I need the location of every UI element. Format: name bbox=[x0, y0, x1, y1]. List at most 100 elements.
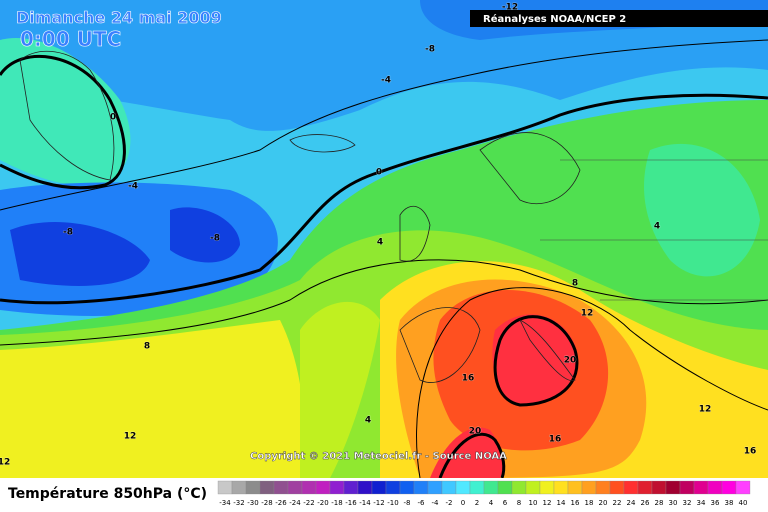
legend-swatch bbox=[525, 480, 541, 495]
contour-label: 12 bbox=[581, 309, 594, 319]
legend-swatch bbox=[245, 480, 261, 495]
legend-swatch bbox=[413, 480, 429, 495]
legend-swatch bbox=[511, 480, 527, 495]
legend-level: 30 bbox=[669, 499, 678, 507]
legend-swatch bbox=[595, 480, 611, 495]
contour-label: -4 bbox=[381, 76, 391, 86]
contour-label: 4 bbox=[377, 238, 383, 248]
legend-level: 16 bbox=[571, 499, 580, 507]
contours bbox=[0, 39, 768, 479]
legend-swatch bbox=[315, 480, 331, 495]
legend-swatch bbox=[371, 480, 387, 495]
contour-label: 16 bbox=[549, 435, 562, 445]
legend-level: 36 bbox=[711, 499, 720, 507]
contour-label: 0 bbox=[110, 113, 116, 123]
legend-swatch bbox=[651, 480, 667, 495]
legend-swatch bbox=[679, 480, 695, 495]
legend-level: 8 bbox=[517, 499, 521, 507]
legend-level: 0 bbox=[461, 499, 465, 507]
legend-level: 32 bbox=[683, 499, 692, 507]
legend-title: Température 850hPa (°C) bbox=[8, 486, 207, 502]
contour-label: 0 bbox=[376, 168, 382, 178]
legend-swatch bbox=[497, 480, 513, 495]
legend-swatch bbox=[385, 480, 401, 495]
legend-swatch bbox=[581, 480, 597, 495]
legend-level: -10 bbox=[387, 499, 398, 507]
legend-level: -22 bbox=[303, 499, 314, 507]
legend-swatch bbox=[735, 480, 751, 495]
legend-swatch bbox=[539, 480, 555, 495]
legend-level: 12 bbox=[543, 499, 552, 507]
legend-level: 20 bbox=[599, 499, 608, 507]
contour-label: 16 bbox=[462, 374, 475, 384]
legend-level: -12 bbox=[373, 499, 384, 507]
legend-level: -20 bbox=[317, 499, 328, 507]
temperature-field bbox=[0, 0, 768, 478]
contour-label: 8 bbox=[572, 279, 578, 289]
contour-label: 20 bbox=[564, 356, 577, 366]
contour-label: 4 bbox=[654, 222, 660, 232]
contour-label: -8 bbox=[210, 234, 220, 244]
legend-level: 10 bbox=[529, 499, 538, 507]
legend-level: -18 bbox=[331, 499, 342, 507]
contour-label: -8 bbox=[425, 45, 435, 55]
legend-level: -24 bbox=[289, 499, 301, 507]
legend-level: -8 bbox=[404, 499, 411, 507]
legend-swatch bbox=[399, 480, 415, 495]
legend-swatch bbox=[217, 480, 233, 495]
legend-swatch bbox=[455, 480, 471, 495]
legend-swatch bbox=[469, 480, 485, 495]
legend-swatch bbox=[343, 480, 359, 495]
map-title: Dimanche 24 mai 2009 bbox=[16, 8, 222, 27]
legend-swatch bbox=[665, 480, 681, 495]
legend-swatch bbox=[707, 480, 723, 495]
legend-swatch bbox=[357, 480, 373, 495]
legend-level: 40 bbox=[739, 499, 748, 507]
contour-label: -12 bbox=[502, 3, 518, 13]
legend-swatch bbox=[231, 480, 247, 495]
legend-level: -34 bbox=[219, 499, 231, 507]
legend-level: 28 bbox=[655, 499, 664, 507]
legend-level: -32 bbox=[233, 499, 244, 507]
legend-swatch bbox=[623, 480, 639, 495]
legend-level: -16 bbox=[345, 499, 357, 507]
legend-level: -6 bbox=[418, 499, 426, 507]
contour-label: -8 bbox=[63, 228, 73, 238]
contour-label: 12 bbox=[124, 432, 137, 442]
legend-level: -2 bbox=[446, 499, 453, 507]
legend-swatch bbox=[259, 480, 275, 495]
legend-level: 6 bbox=[503, 499, 508, 507]
contour-label: 16 bbox=[744, 447, 757, 457]
legend-level: -26 bbox=[275, 499, 287, 507]
legend-swatch bbox=[427, 480, 443, 495]
legend-swatch bbox=[483, 480, 499, 495]
contour-label: 20 bbox=[469, 427, 482, 437]
map-time: 0:00 UTC bbox=[20, 27, 121, 51]
legend-level: -14 bbox=[359, 499, 371, 507]
legend-swatch bbox=[329, 480, 345, 495]
legend-level: 24 bbox=[627, 499, 636, 507]
legend-level: 18 bbox=[585, 499, 594, 507]
contour-label: 8 bbox=[144, 342, 150, 352]
legend-level: 26 bbox=[641, 499, 650, 507]
legend-swatch bbox=[721, 480, 737, 495]
legend-swatch bbox=[273, 480, 289, 495]
legend-level: 4 bbox=[489, 499, 494, 507]
coastlines bbox=[19, 50, 768, 383]
source-box bbox=[470, 10, 768, 27]
legend-swatch bbox=[637, 480, 653, 495]
legend-level: -4 bbox=[432, 499, 440, 507]
legend-swatch bbox=[441, 480, 457, 495]
contour-label: 12 bbox=[699, 405, 712, 415]
contour-label: 4 bbox=[365, 416, 371, 426]
copyright: Copyright © 2021 Meteociel.fr - Source N… bbox=[250, 451, 507, 462]
legend-level: -28 bbox=[261, 499, 272, 507]
legend-swatch bbox=[301, 480, 317, 495]
source: Réanalyses NOAA/NCEP 2 bbox=[483, 13, 626, 25]
legend-swatch bbox=[609, 480, 625, 495]
contour-label: -4 bbox=[128, 182, 138, 192]
legend-swatch bbox=[567, 480, 583, 495]
legend-level: 22 bbox=[613, 499, 622, 507]
